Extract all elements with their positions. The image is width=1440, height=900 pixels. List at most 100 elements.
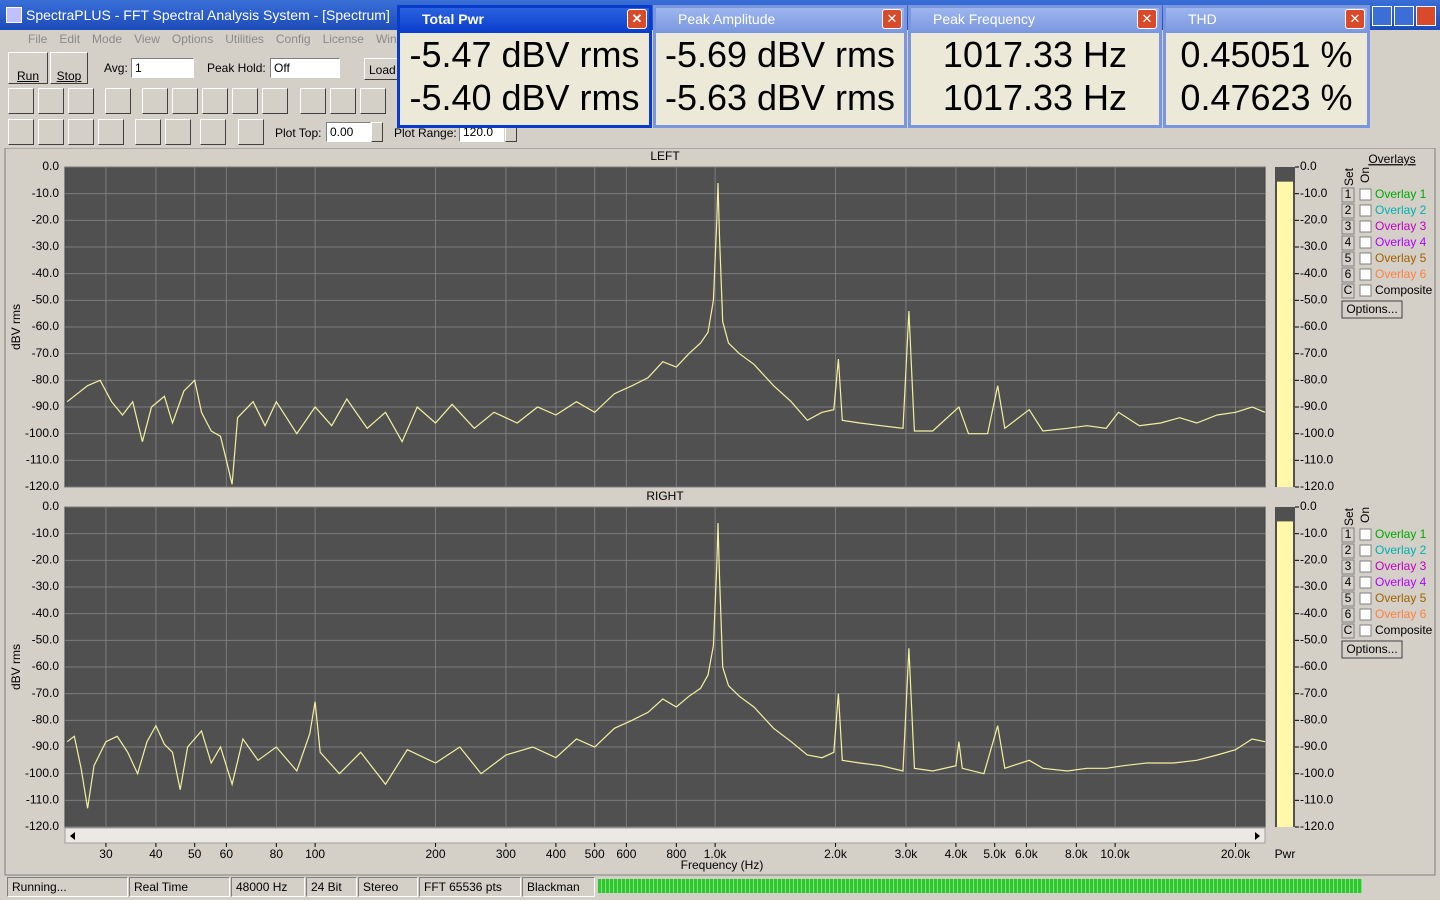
checkbox[interactable]	[1359, 284, 1372, 297]
status-field: Blackman	[522, 877, 595, 897]
checkbox[interactable]	[1359, 268, 1372, 281]
options-button[interactable]	[1341, 300, 1403, 319]
set-number: 1	[1345, 527, 1352, 541]
x-tick-label: 50	[188, 847, 202, 861]
y-tick-label: -40.0	[32, 606, 60, 620]
print-icon[interactable]	[105, 88, 131, 114]
tool-icon[interactable]	[300, 88, 326, 114]
set-number: 2	[1345, 203, 1352, 217]
power-tick-label: -40.0	[1300, 606, 1328, 620]
close-button[interactable]: ✕	[882, 9, 902, 29]
zoom-out-icon[interactable]	[68, 119, 94, 145]
tool-icon[interactable]	[142, 88, 168, 114]
menu-item[interactable]: License	[322, 32, 364, 46]
set-button[interactable]	[1341, 235, 1355, 251]
set-button[interactable]	[1341, 591, 1355, 607]
menu-item[interactable]: Mode	[92, 32, 123, 46]
checkbox[interactable]	[1359, 528, 1372, 541]
checkbox[interactable]	[1359, 576, 1372, 589]
power-label: Pwr	[1275, 847, 1296, 861]
avg-select[interactable]: 1	[131, 58, 194, 78]
tool-icon[interactable]	[172, 88, 198, 114]
options-button[interactable]	[1341, 640, 1403, 659]
set-number: 3	[1345, 219, 1352, 233]
power-tick-label: -50.0	[1300, 293, 1328, 307]
close[interactable]	[1416, 6, 1436, 26]
scrollbar[interactable]	[64, 827, 1266, 844]
bars-icon[interactable]	[165, 119, 191, 145]
scroll-right[interactable]	[1255, 832, 1260, 840]
set-button[interactable]	[1341, 267, 1355, 283]
checkbox[interactable]	[1359, 608, 1372, 621]
on-label: On	[1358, 167, 1372, 183]
checkbox[interactable]	[1359, 560, 1372, 573]
close-button[interactable]: ✕	[627, 9, 647, 29]
menu-item[interactable]: File	[28, 32, 48, 46]
menu-item[interactable]: Utilities	[225, 32, 264, 46]
spinner[interactable]	[371, 122, 383, 142]
tool-icon[interactable]	[330, 88, 356, 114]
tool-icon[interactable]	[202, 88, 228, 114]
menu-item[interactable]: View	[134, 32, 160, 46]
set-button[interactable]	[1341, 559, 1355, 575]
scroll-left[interactable]	[70, 832, 75, 840]
line-icon[interactable]	[135, 119, 161, 145]
options-label: Options...	[1346, 302, 1397, 316]
run-button[interactable]: Run	[8, 52, 48, 84]
meter-window[interactable]: THD ✕ 0.45051 % 0.47623 %	[1163, 5, 1370, 128]
checkbox[interactable]	[1359, 252, 1372, 265]
x-tick-label: 5.0k	[983, 847, 1007, 861]
close-button[interactable]: ✕	[1345, 9, 1365, 29]
minimize[interactable]	[1372, 6, 1392, 26]
new-icon[interactable]	[8, 88, 34, 114]
x-tick-label: 80	[270, 847, 284, 861]
set-button[interactable]	[1341, 283, 1355, 299]
plot-range-label: Plot Range:	[394, 126, 457, 140]
power-tick-label: -50.0	[1300, 633, 1328, 647]
power-tick-label: -90.0	[1300, 399, 1328, 413]
zoom-full-icon[interactable]	[98, 119, 124, 145]
menu-item[interactable]: Edit	[59, 32, 81, 46]
meter-window[interactable]: Peak Amplitude ✕ -5.69 dBV rms -5.63 dBV rm…	[653, 5, 907, 128]
y-tick-label: -110.0	[26, 453, 59, 467]
tool-icon[interactable]	[238, 119, 264, 145]
menu-item[interactable]: Options	[171, 32, 214, 46]
checkbox[interactable]	[1359, 592, 1372, 605]
meter-window[interactable]: Peak Frequency ✕ 1017.33 Hz 1017.33 Hz	[908, 5, 1162, 128]
set-button[interactable]	[1341, 575, 1355, 591]
open-icon[interactable]	[38, 88, 64, 114]
zoom-icon[interactable]	[8, 119, 34, 145]
tool-icon[interactable]	[360, 88, 386, 114]
zoom-in-icon[interactable]	[38, 119, 64, 145]
set-button[interactable]	[1341, 251, 1355, 267]
set-button[interactable]	[1341, 623, 1355, 639]
plot-top-input[interactable]: 0.00	[326, 122, 371, 142]
stop-button[interactable]: Stop	[50, 52, 88, 84]
menu-item[interactable]: Config	[275, 32, 311, 46]
tool-icon[interactable]	[262, 88, 288, 114]
x-tick-label: 300	[496, 847, 516, 861]
checkbox[interactable]	[1359, 544, 1372, 557]
meter-window[interactable]: Total Pwr ✕ -5.47 dBV rms -5.40 dBV rms	[397, 5, 652, 128]
checkbox[interactable]	[1359, 624, 1372, 637]
set-button[interactable]	[1341, 543, 1355, 559]
checkbox[interactable]	[1359, 188, 1372, 201]
peak-hold-select[interactable]: Off	[270, 58, 340, 78]
checkbox[interactable]	[1359, 204, 1372, 217]
maximize[interactable]	[1394, 6, 1414, 26]
save-icon[interactable]	[68, 88, 94, 114]
set-button[interactable]	[1341, 607, 1355, 623]
set-button[interactable]	[1341, 187, 1355, 203]
set-button[interactable]	[1341, 527, 1355, 543]
tool-icon[interactable]	[200, 119, 226, 145]
checkbox[interactable]	[1359, 220, 1372, 233]
close-button[interactable]: ✕	[1137, 9, 1157, 29]
tool-icon[interactable]	[232, 88, 258, 114]
app-icon	[6, 7, 22, 23]
checkbox[interactable]	[1359, 236, 1372, 249]
x-axis-label: Frequency (Hz)	[681, 858, 764, 872]
set-number: C	[1344, 623, 1353, 637]
x-tick-label: 40	[149, 847, 163, 861]
set-button[interactable]	[1341, 219, 1355, 235]
set-button[interactable]	[1341, 203, 1355, 219]
